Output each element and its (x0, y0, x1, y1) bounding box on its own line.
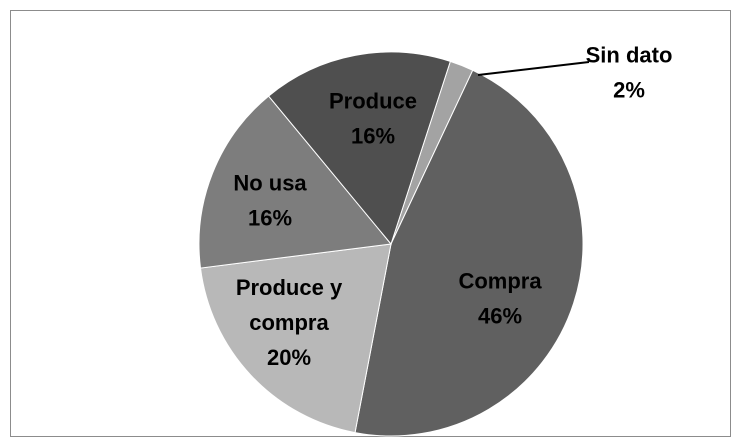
pie-label-produce-y-compra: Produce y compra 20% (236, 275, 343, 370)
pie-labels: Sin dato 2% Compra 46% Produce y compra 20% No … (233, 43, 672, 371)
pie-label-line: 16% (248, 206, 292, 231)
pie-label-line: 46% (478, 304, 522, 329)
pie-label-produce: Produce 16% (329, 89, 417, 149)
pie-slice-compra (354, 69, 584, 437)
pie-label-line: compra (249, 310, 329, 335)
sin-dato-leader-line (477, 61, 590, 76)
pie-label-line: 2% (613, 78, 645, 103)
pie-label-line: No usa (233, 171, 307, 196)
pie-label-line: Sin dato (586, 43, 673, 68)
pie-label-line: 16% (351, 124, 395, 149)
pie-slice-no-usa (198, 95, 392, 269)
pie-label-sin-dato: Sin dato 2% (586, 43, 673, 103)
pie-label-line: Produce y (236, 275, 343, 300)
pie-slice-produce-y-compra (199, 243, 392, 434)
pie-label-line: 20% (267, 345, 311, 370)
pie-slice-produce (267, 51, 451, 246)
pie-label-line: Produce (329, 89, 417, 114)
pie-label-no-usa: No usa 16% (233, 171, 307, 231)
pie-label-compra: Compra 46% (458, 269, 542, 329)
pie-label-line: Compra (458, 269, 542, 294)
pie-slices (198, 51, 584, 437)
